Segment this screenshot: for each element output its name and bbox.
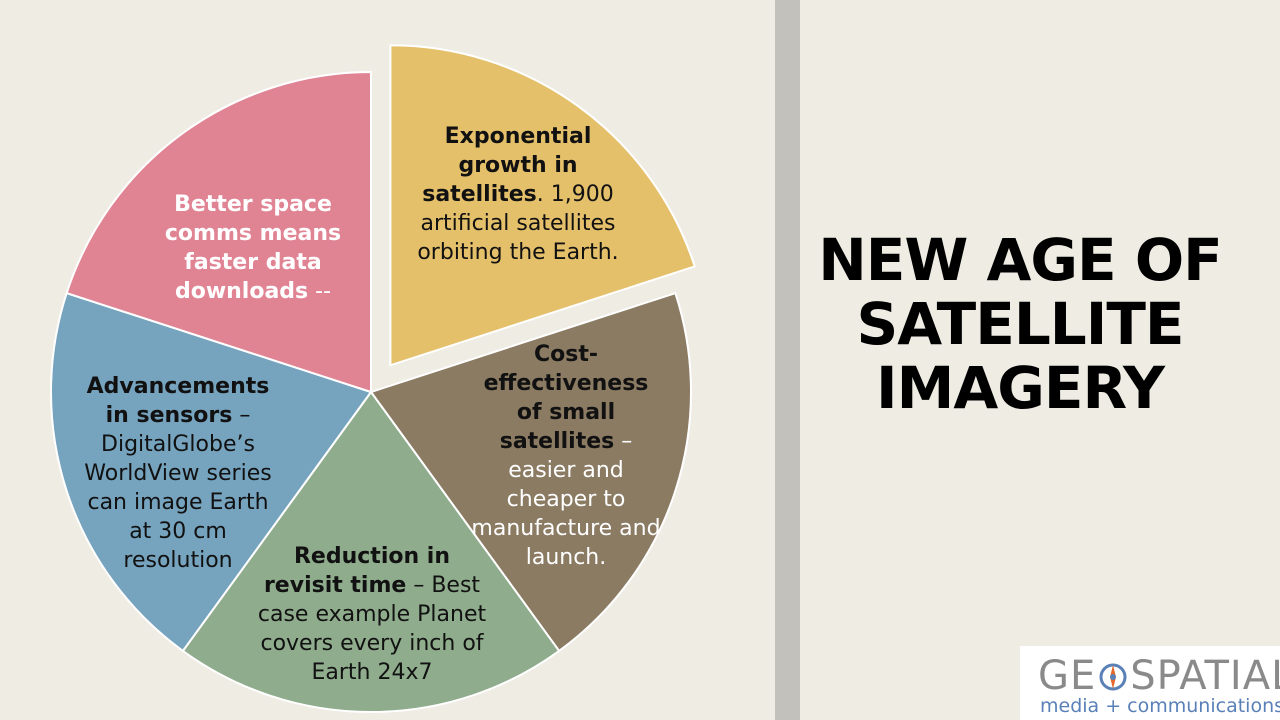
- segment-label-advancements-sensors: Advancements in sensors – DigitalGlobe’s…: [76, 372, 280, 575]
- segment-bold-space-comms: Better space comms means faster data dow…: [164, 192, 342, 304]
- pie-slice-revisit-time: [181, 390, 561, 713]
- segment-bold-advancements-sensors: Advancements in sensors: [86, 374, 270, 428]
- geospatial-logo: GE SPATIAL media + communications: [1020, 646, 1280, 720]
- segment-text-cost-effectiveness: – easier and cheaper to manufacture and …: [471, 429, 661, 570]
- segment-text-advancements-sensors: – DigitalGlobe’s WorldView series can im…: [84, 403, 272, 573]
- logo-main-left: GE: [1038, 653, 1097, 699]
- segment-label-revisit-time: Reduction in revisit time – Best case ex…: [252, 542, 492, 687]
- title-line-1: NEW AGE OF: [818, 226, 1223, 294]
- logo-main-right: SPATIAL: [1130, 653, 1280, 699]
- segment-text-exponential-growth: . 1,900 artificial satellites orbiting t…: [417, 182, 619, 265]
- segment-text-revisit-time: – Best case example Planet covers every …: [257, 573, 487, 685]
- compass-icon: [1097, 657, 1129, 691]
- segment-bold-cost-effectiveness: Cost-effectiveness of small satellites: [483, 342, 649, 454]
- slide-title: NEW AGE OF SATELLITE IMAGERY: [810, 228, 1230, 420]
- pie-slice-space-comms: [65, 70, 372, 394]
- segment-label-space-comms: Better space comms means faster data dow…: [158, 190, 348, 306]
- segment-text-space-comms: --: [308, 279, 332, 304]
- segment-bold-revisit-time: Reduction in revisit time: [263, 544, 450, 598]
- pie-chart: [50, 44, 696, 713]
- title-line-3: IMAGERY: [876, 354, 1165, 422]
- logo-wordmark: GE SPATIAL: [1038, 654, 1280, 698]
- logo-tagline: media + communications: [1040, 695, 1280, 717]
- title-line-2: SATELLITE: [856, 290, 1184, 358]
- pie-slice-exponential-growth: [389, 44, 696, 367]
- pie-slice-advancements-sensors: [50, 291, 373, 653]
- segment-label-cost-effectiveness: Cost-effectiveness of small satellites –…: [468, 340, 664, 572]
- divider-bar: [775, 0, 800, 720]
- segment-label-exponential-growth: Exponential growth in satellites. 1,900 …: [400, 122, 636, 267]
- pie-slice-cost-effectiveness: [369, 291, 692, 653]
- segment-bold-exponential-growth: Exponential growth in satellites: [422, 124, 592, 207]
